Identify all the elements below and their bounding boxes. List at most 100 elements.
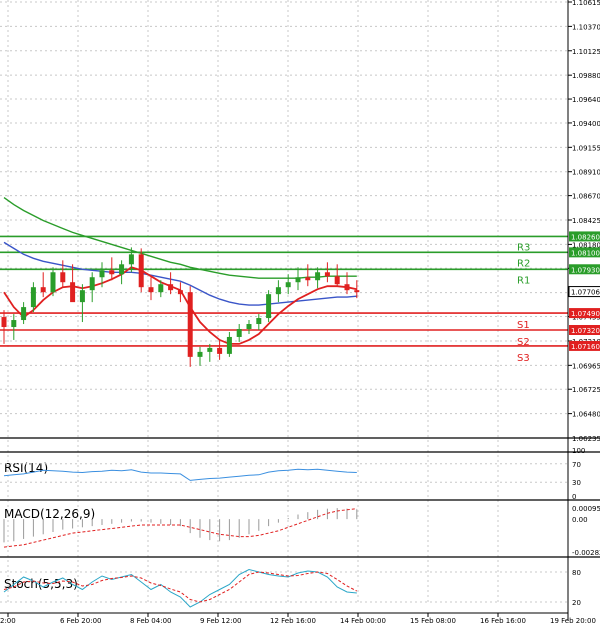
candle-body — [275, 287, 281, 295]
level-price-box — [569, 340, 600, 351]
macd-tick-label: -0.002822 — [572, 549, 600, 557]
candle — [79, 284, 85, 323]
time-axis: 2:00 6 Feb 20:00 8 Feb 04:00 9 Feb 12:00 12 … — [0, 612, 596, 625]
candle — [148, 277, 154, 301]
candle — [50, 267, 56, 297]
price-axis: 1.10615 1.10370 1.10125 1.09880 1.09640 1.094… — [567, 0, 600, 620]
level-price-label: 1.07320 — [571, 327, 600, 335]
candle — [119, 260, 125, 285]
candle-body — [89, 277, 95, 291]
price-tick-label: 1.08670 — [572, 193, 600, 201]
candle — [99, 262, 105, 288]
candle-body — [256, 318, 262, 325]
candle — [217, 339, 223, 360]
time-tick-label: 15 Feb 08:00 — [410, 617, 456, 625]
macd-title: MACD(12,26,9) — [4, 507, 95, 521]
candle-body — [168, 284, 174, 291]
candle — [138, 248, 144, 293]
candle-body — [1, 317, 7, 328]
rsi-tick-label: 70 — [572, 461, 581, 469]
candle-body — [148, 287, 154, 293]
candle-body — [187, 292, 193, 357]
candle-body — [226, 336, 232, 354]
level-price-label: 1.08100 — [571, 249, 600, 257]
candle — [266, 290, 272, 323]
level-name-r1: R1 — [517, 275, 530, 286]
candle — [354, 280, 360, 299]
candle-body — [236, 329, 242, 337]
price-tick-label: 1.08425 — [572, 217, 600, 225]
candle — [187, 286, 193, 367]
price-panel[interactable] — [0, 0, 600, 605]
candle-body — [305, 277, 311, 281]
price-tick-label: 1.08180 — [572, 241, 600, 249]
candle-body — [207, 347, 213, 352]
time-tick-label: 16 Feb 16:00 — [480, 617, 526, 625]
time-tick-label: 8 Feb 04:00 — [130, 617, 171, 625]
candle — [60, 260, 66, 288]
candle-body — [266, 294, 272, 319]
candle-body — [324, 272, 330, 277]
price-tick-label: 1.10370 — [572, 23, 600, 31]
candle — [295, 267, 301, 291]
candle-body — [11, 320, 17, 328]
candle — [70, 264, 76, 303]
level-name-r3: R3 — [517, 242, 530, 253]
candle-body — [246, 324, 252, 329]
time-tick-label: 19 Feb 20:00 — [550, 617, 596, 625]
candle-body — [128, 254, 134, 265]
pivot-levels: R3 R2 R1 S1 S2 S3 — [0, 235, 568, 364]
stoch-tick-label: 80 — [572, 569, 581, 577]
time-tick-label: 2:00 — [0, 617, 16, 625]
level-price-box — [569, 247, 600, 258]
rsi-line — [3, 468, 357, 481]
candle — [236, 324, 242, 342]
candle — [1, 310, 7, 344]
candle-body — [30, 287, 36, 308]
candle-body — [315, 272, 321, 281]
candle — [11, 314, 17, 340]
candle-body — [40, 287, 46, 293]
candle-body — [99, 270, 105, 278]
candle — [109, 257, 115, 281]
time-tick-label: 14 Feb 00:00 — [340, 617, 386, 625]
candle — [128, 247, 134, 273]
candle — [256, 314, 262, 330]
macd-panel[interactable]: MACD(12,26,9) 0.000958 0.00 -0.002822 — [3, 505, 600, 557]
candle-body — [217, 347, 223, 354]
level-price-box — [569, 308, 600, 319]
candle-body — [285, 282, 291, 288]
rsi-tick-label: 0 — [572, 493, 576, 501]
candle — [226, 331, 232, 357]
candle-body — [344, 284, 350, 291]
level-name-s2: S2 — [517, 337, 530, 348]
candle — [285, 274, 291, 295]
current-price-box — [568, 286, 600, 298]
level-price-label: 1.08260 — [571, 233, 600, 241]
level-price-label: 1.07930 — [571, 266, 600, 274]
candle — [168, 272, 174, 295]
time-tick-label: 9 Feb 12:00 — [200, 617, 241, 625]
time-tick-label: 12 Feb 16:00 — [270, 617, 316, 625]
macd-signal-line — [3, 508, 357, 548]
price-tick-label: 1.09400 — [572, 120, 600, 128]
macd-tick-label: 0.00 — [572, 516, 588, 524]
stoch-panel[interactable]: Stoch(5,5,3) 80 20 — [0, 568, 581, 608]
candle — [30, 282, 36, 313]
level-price-box — [569, 231, 600, 242]
candle — [275, 280, 281, 303]
price-tick-label: 1.09880 — [572, 72, 600, 80]
candle — [207, 343, 213, 362]
rsi-panel[interactable]: RSI(14) 100 70 30 0 — [0, 447, 585, 501]
candle — [89, 272, 95, 303]
price-tick-label: 1.09155 — [572, 144, 600, 152]
price-tick-label: 1.06480 — [572, 411, 600, 419]
price-tick-label: 1.06235 — [572, 435, 600, 443]
candle-body — [138, 254, 144, 288]
candle-body — [177, 290, 183, 295]
candle-body — [79, 290, 85, 303]
price-tick-label: 1.10125 — [572, 48, 600, 56]
candlesticks — [1, 247, 360, 367]
level-name-r2: R2 — [517, 258, 530, 269]
